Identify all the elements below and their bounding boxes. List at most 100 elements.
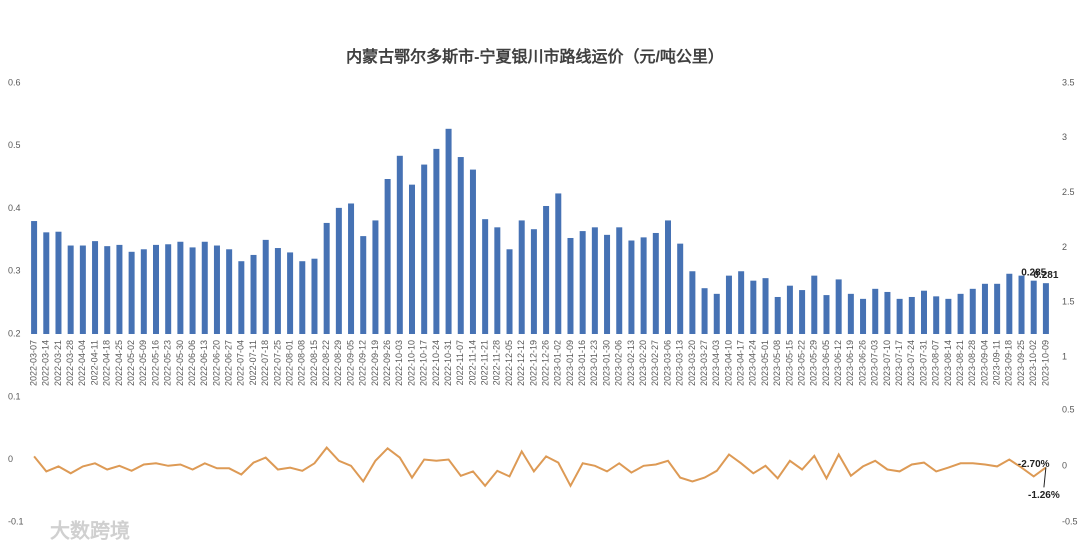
x-tick-label: 2022-05-16 [150, 340, 160, 386]
x-tick-label: 2022-03-28 [65, 340, 75, 386]
bar [689, 271, 696, 334]
bar [591, 227, 598, 334]
bar [543, 205, 550, 334]
x-tick-label: 2022-08-01 [284, 340, 294, 386]
x-tick-label: 2023-01-09 [565, 340, 575, 386]
bar [933, 296, 940, 334]
bar [1018, 275, 1025, 334]
bar [469, 169, 476, 334]
bar [518, 220, 525, 334]
bar [774, 296, 781, 334]
bar [372, 220, 379, 334]
x-tick-label: 2022-12-19 [528, 340, 538, 386]
x-tick-label: 2023-08-21 [955, 340, 965, 386]
data-label: 0.285 [1021, 267, 1046, 278]
bar [665, 220, 671, 334]
x-tick-label: 2022-08-29 [333, 340, 343, 386]
x-tick-label: 2023-09-18 [1004, 340, 1014, 386]
x-tick-label: 2023-01-02 [553, 340, 563, 386]
x-tick-label: 2023-05-29 [809, 340, 819, 386]
bar [616, 227, 623, 334]
bar [262, 239, 269, 334]
x-tick-label: 2022-04-11 [89, 340, 99, 385]
bar [555, 193, 562, 334]
y2-tick-label: 3.5 [1062, 77, 1075, 87]
watermark: 大数跨境 [50, 518, 130, 542]
bar [738, 271, 745, 334]
x-tick-label: 2022-08-22 [321, 340, 331, 386]
bar [1030, 280, 1037, 334]
x-tick-label: 2023-01-23 [589, 340, 599, 386]
bar [969, 288, 976, 334]
x-tick-label: 2023-02-27 [650, 340, 660, 386]
bar [335, 207, 342, 334]
x-tick-label: 2023-01-16 [577, 340, 587, 386]
x-tick-label: 2022-10-24 [431, 340, 441, 386]
x-tick-label: 2022-06-20 [211, 340, 221, 386]
x-tick-label: 2023-03-13 [675, 340, 685, 386]
x-tick-label: 2022-07-11 [248, 340, 258, 385]
bar [1042, 283, 1049, 334]
bar [530, 229, 537, 334]
bar [652, 232, 659, 334]
chart-title: 内蒙古鄂尔多斯市-宁夏银川市路线运价（元/吨公里） [346, 47, 724, 66]
x-tick-label: 2022-03-07 [28, 340, 38, 386]
bar [506, 249, 513, 334]
y-tick-label: 0.2 [8, 328, 21, 338]
x-tick-label: 2023-06-05 [821, 340, 831, 386]
bar [433, 148, 440, 334]
x-tick-label: 2023-04-17 [736, 340, 746, 386]
bar [79, 245, 86, 334]
x-tick-label: 2022-08-08 [297, 340, 307, 386]
x-tick-label: 2022-11-07 [455, 340, 465, 385]
x-tick-label: 2022-10-10 [406, 340, 416, 386]
bar [762, 278, 769, 334]
x-tick-label: 2022-07-25 [272, 340, 282, 386]
x-tick-label: 2023-04-03 [711, 340, 721, 386]
x-tick-label: 2022-06-27 [224, 340, 234, 386]
x-tick-label: 2022-04-04 [77, 340, 87, 386]
x-tick-label: 2023-05-01 [760, 340, 770, 386]
bar [494, 227, 501, 334]
x-tick-label: 2023-08-07 [931, 340, 941, 386]
bar [177, 241, 184, 334]
y-tick-label: 0.5 [8, 140, 21, 150]
x-tick-label: 2022-10-17 [419, 340, 429, 386]
x-tick-label: 2023-09-11 [992, 340, 1002, 385]
x-tick-label: 2023-06-12 [833, 340, 843, 386]
x-tick-label: 2022-09-12 [358, 340, 368, 386]
data-label: -1.26% [1028, 490, 1060, 501]
x-tick-label: 2023-10-09 [1040, 340, 1050, 386]
x-tick-label: 2023-04-10 [723, 340, 733, 386]
x-tick-label: 2023-04-24 [748, 340, 758, 386]
x-tick-label: 2023-05-08 [772, 340, 782, 386]
x-tick-label: 2022-10-31 [443, 340, 453, 386]
x-tick-label: 2023-07-31 [918, 340, 928, 386]
bar [67, 245, 74, 334]
bar [55, 231, 62, 334]
bar [360, 236, 367, 334]
bar [153, 244, 159, 334]
bar [579, 231, 586, 334]
x-tick-label: 2022-05-09 [138, 340, 148, 386]
bar [640, 237, 647, 334]
bar [31, 221, 38, 334]
bar [104, 246, 111, 334]
bar [908, 296, 915, 334]
x-tick-label: 2022-07-18 [260, 340, 270, 386]
bar [860, 298, 867, 334]
y2-tick-label: 2.5 [1062, 187, 1075, 197]
x-tick-label: 2023-07-24 [906, 340, 916, 386]
bar [786, 285, 793, 334]
x-tick-label: 2023-06-19 [845, 340, 855, 386]
bar [311, 258, 318, 334]
bar [189, 247, 196, 334]
bar [921, 290, 927, 334]
bar [567, 237, 574, 334]
bar [396, 155, 403, 334]
bar [725, 275, 732, 334]
x-tick-label: 2022-04-18 [102, 340, 112, 386]
bar [348, 203, 355, 334]
bar [43, 232, 50, 334]
bar [226, 249, 233, 334]
